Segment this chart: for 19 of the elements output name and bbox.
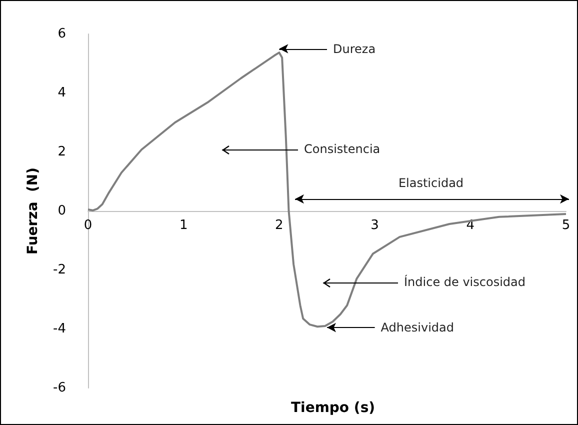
x-tick-label: 1 xyxy=(179,218,188,233)
annotation: Elasticidad xyxy=(397,176,465,190)
x-tick-label: 5 xyxy=(562,218,570,233)
x-tick-label: 3 xyxy=(370,218,379,233)
x-axis-title: Tiempo (s) xyxy=(290,400,376,416)
x-tick-label: 2 xyxy=(275,218,284,233)
annotation: Dureza xyxy=(333,42,376,56)
y-tick-label: -4 xyxy=(53,322,66,336)
y-tick-label: 2 xyxy=(58,144,66,160)
y-axis-title: Fuerza (N) xyxy=(25,167,41,255)
y-tick-label: 0 xyxy=(58,204,66,218)
annotation: Consistencia xyxy=(304,142,380,156)
y-tick-label: -6 xyxy=(53,380,66,396)
annotation: Adhesividad xyxy=(380,320,454,335)
y-tick-label: 4 xyxy=(58,86,66,100)
annotation: Índice de viscosidad xyxy=(404,275,526,289)
y-tick-label: 6 xyxy=(58,26,66,42)
x-tick-label: 0 xyxy=(84,218,92,233)
y-tick-label: -2 xyxy=(53,262,66,278)
